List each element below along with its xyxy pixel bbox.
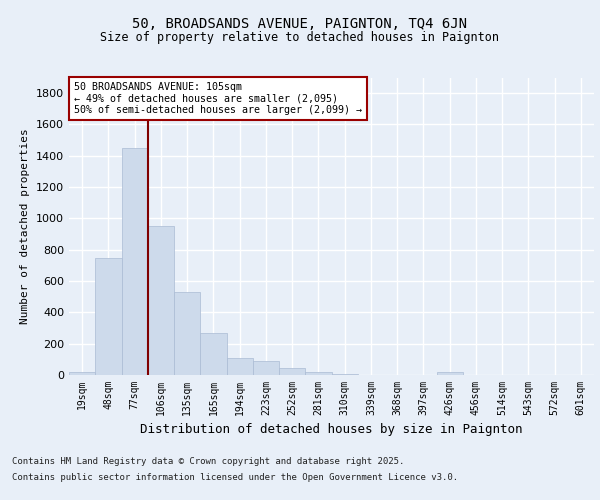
Y-axis label: Number of detached properties: Number of detached properties <box>20 128 31 324</box>
Bar <box>200 332 227 375</box>
Text: 50, BROADSANDS AVENUE, PAIGNTON, TQ4 6JN: 50, BROADSANDS AVENUE, PAIGNTON, TQ4 6JN <box>133 18 467 32</box>
Bar <box>253 361 279 375</box>
Bar <box>437 372 463 375</box>
Text: Contains HM Land Registry data © Crown copyright and database right 2025.: Contains HM Land Registry data © Crown c… <box>12 458 404 466</box>
Bar <box>95 258 121 375</box>
X-axis label: Distribution of detached houses by size in Paignton: Distribution of detached houses by size … <box>140 424 523 436</box>
Bar <box>69 372 95 375</box>
Bar <box>121 148 148 375</box>
Bar <box>174 292 200 375</box>
Bar <box>227 358 253 375</box>
Text: 50 BROADSANDS AVENUE: 105sqm
← 49% of detached houses are smaller (2,095)
50% of: 50 BROADSANDS AVENUE: 105sqm ← 49% of de… <box>74 82 362 115</box>
Text: Size of property relative to detached houses in Paignton: Size of property relative to detached ho… <box>101 31 499 44</box>
Bar <box>331 374 358 375</box>
Text: Contains public sector information licensed under the Open Government Licence v3: Contains public sector information licen… <box>12 472 458 482</box>
Bar <box>305 372 331 375</box>
Bar <box>148 226 174 375</box>
Bar <box>279 368 305 375</box>
